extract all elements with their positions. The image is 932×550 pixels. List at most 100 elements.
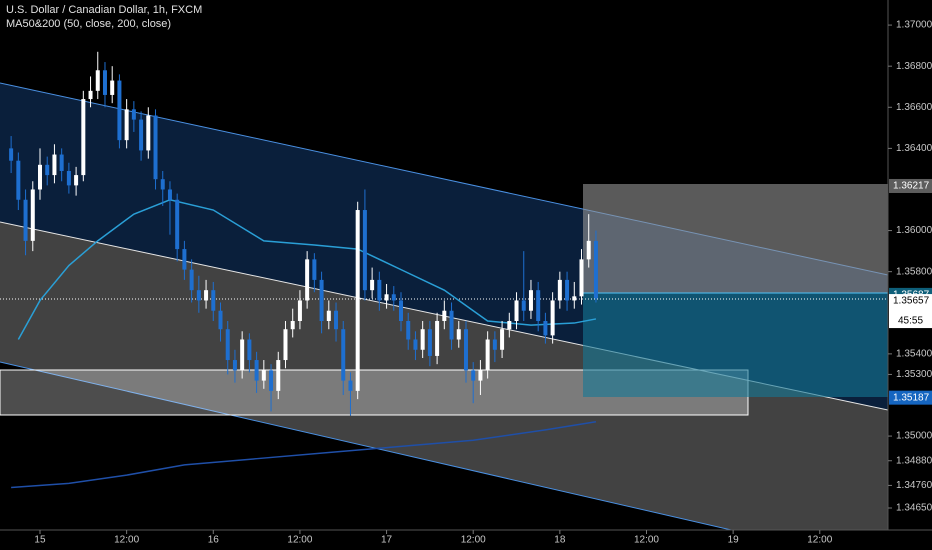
candle-body — [593, 240, 598, 299]
y-tick-label: 1.36800 — [896, 61, 932, 72]
indicator-legend: MA50&200 (50, close, 200, close) — [6, 18, 171, 30]
candle-body — [572, 296, 577, 301]
candle-body — [232, 360, 237, 371]
candle-body — [45, 164, 50, 176]
candle-body — [110, 80, 115, 95]
y-tick-label: 1.36000 — [896, 225, 932, 236]
x-tick-label: 18 — [554, 535, 566, 546]
target-zone — [583, 293, 888, 397]
candle-body — [66, 170, 71, 186]
candle-body — [30, 189, 35, 241]
candle-body — [406, 321, 411, 340]
candle-body — [269, 370, 274, 391]
candle-body — [290, 321, 295, 330]
x-tick-label: 12:00 — [114, 535, 139, 546]
candle-body — [218, 310, 223, 330]
y-tick-label: 1.35400 — [896, 349, 932, 360]
price-badge — [889, 178, 932, 193]
price-badge-label: 1.35657 — [893, 296, 930, 307]
candle-body — [334, 310, 339, 330]
candle-body — [536, 290, 541, 322]
candle-body — [9, 148, 14, 161]
candle-body — [341, 329, 346, 381]
candle-body — [23, 199, 28, 241]
candle-body — [59, 154, 64, 171]
countdown: 45:55 — [898, 316, 923, 327]
x-tick-label: 16 — [208, 535, 220, 546]
chart-title: U.S. Dollar / Canadian Dollar, 1h, FXCM — [6, 4, 202, 16]
candle-body — [550, 300, 555, 336]
candle-body — [254, 360, 259, 381]
candle-body — [362, 210, 367, 291]
candle-body — [74, 175, 79, 186]
candle-body — [247, 339, 252, 361]
candle-body — [276, 360, 281, 391]
candle-body — [471, 370, 476, 381]
candle-body — [52, 154, 57, 176]
candle-body — [131, 109, 136, 120]
candle-body — [528, 290, 533, 311]
candle-body — [211, 290, 216, 311]
candle-body — [160, 179, 165, 190]
candle-body — [305, 259, 310, 301]
candle-body — [442, 310, 447, 322]
candle-body — [146, 115, 151, 151]
candle-body — [427, 329, 432, 356]
x-tick-label: 12:00 — [807, 535, 832, 546]
candle-body — [565, 279, 570, 301]
drawings — [0, 82, 888, 530]
candle-body — [557, 279, 562, 301]
price-badge — [889, 390, 932, 405]
y-tick-label: 1.37000 — [896, 20, 932, 31]
candle-body — [420, 329, 425, 350]
candle-body — [413, 339, 418, 350]
candle-body — [196, 290, 201, 301]
series — [9, 51, 598, 489]
candle-body — [543, 321, 548, 336]
candle-body — [102, 70, 107, 95]
stop-zone — [583, 184, 888, 293]
candle-body — [435, 321, 440, 356]
y-tick-label: 1.35300 — [896, 369, 932, 380]
y-tick-label: 1.36600 — [896, 102, 932, 113]
candle-body — [261, 370, 266, 381]
candle-body — [175, 199, 180, 250]
channel-bottom — [0, 361, 734, 530]
price-badge-label: 1.36217 — [893, 181, 930, 192]
candle-body — [478, 370, 483, 381]
price-badge-label: 1.35187 — [893, 392, 930, 403]
candle-body — [384, 294, 389, 301]
y-tick-label: 1.34760 — [896, 480, 932, 491]
candle-body — [297, 300, 302, 322]
candle-body — [348, 380, 353, 391]
candle-body — [117, 80, 122, 141]
candle-body — [88, 90, 93, 100]
candle-body — [456, 329, 461, 340]
candle-body — [81, 99, 86, 176]
candle-body — [139, 119, 144, 151]
candle-body — [189, 269, 194, 291]
candle-body — [370, 279, 375, 291]
candle-body — [204, 290, 209, 301]
price-badge — [889, 294, 932, 329]
candle-body — [514, 300, 519, 322]
x-tick-label: 19 — [728, 535, 740, 546]
candle-body — [485, 339, 490, 371]
candle-body — [167, 189, 172, 200]
candle-body — [377, 279, 382, 301]
candle-body — [153, 115, 158, 180]
candle-body — [326, 310, 331, 322]
candle-body — [500, 329, 505, 350]
y-tick-label: 1.35800 — [896, 266, 932, 277]
candle-body — [124, 109, 129, 141]
candle-body — [182, 249, 187, 270]
y-tick-label: 1.36400 — [896, 143, 932, 154]
y-tick-label: 1.35000 — [896, 431, 932, 442]
x-tick-label: 12:00 — [287, 535, 312, 546]
candle-body — [319, 279, 324, 322]
x-tick-label: 12:00 — [634, 535, 659, 546]
candle-body — [492, 339, 497, 350]
candle-body — [283, 329, 288, 361]
candle-body — [225, 329, 230, 361]
